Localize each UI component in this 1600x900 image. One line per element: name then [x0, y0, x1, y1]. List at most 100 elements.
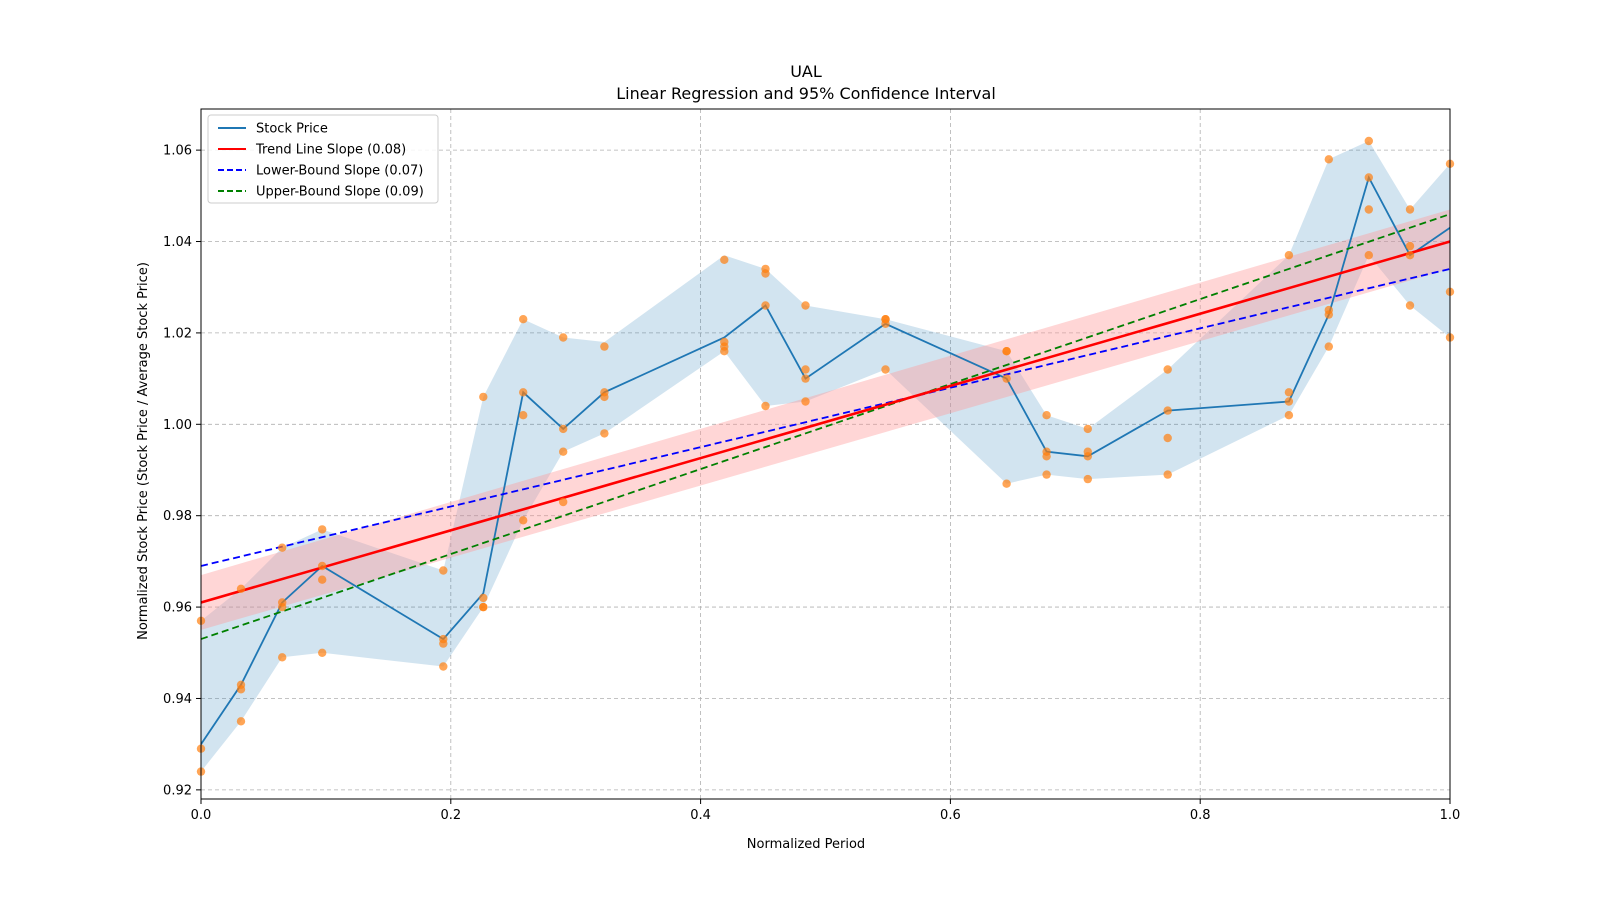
- scatter-point: [278, 602, 287, 612]
- scatter-point: [1163, 365, 1172, 374]
- stock-price-band: [201, 141, 1450, 772]
- scatter-point: [439, 566, 448, 575]
- y-tick-label-5: 1.02: [163, 326, 192, 341]
- scatter-point: [1324, 155, 1334, 164]
- scatter-point: [1163, 470, 1172, 479]
- scatter-point: [236, 584, 246, 593]
- trend-confidence-band: [201, 209, 1450, 630]
- legend-label-0: Stock Price: [256, 122, 328, 137]
- x-tick-label-1: 0.2: [440, 808, 461, 823]
- scatter-point: [519, 388, 528, 397]
- scatter-point: [881, 365, 890, 374]
- series-lines: [200, 175, 1451, 745]
- scatter-point: [479, 392, 488, 402]
- y-tick-label-7: 1.06: [163, 144, 192, 159]
- legend-label-3: Upper-Bound Slope (0.09): [256, 185, 424, 200]
- scatter-point: [1364, 251, 1374, 260]
- x-tick-label-3: 0.6: [940, 808, 961, 823]
- lower-bound-line: [200, 268, 1451, 567]
- scatter-point: [1364, 205, 1374, 214]
- scatter-point: [761, 269, 770, 278]
- scatter-point: [559, 333, 568, 342]
- y-axis-label: Normalized Stock Price (Stock Price / Av…: [136, 262, 151, 640]
- scatter-point: [1002, 479, 1011, 488]
- scatter-point: [1324, 310, 1334, 319]
- scatter-point: [801, 365, 810, 374]
- scatter-point: [1163, 406, 1172, 415]
- scatter-point: [236, 717, 246, 726]
- scatter-point: [1324, 342, 1334, 351]
- plot-frame: [200, 108, 1451, 800]
- y-tick-label-0: 0.92: [163, 783, 192, 798]
- scatter-point: [318, 648, 327, 657]
- scatter-point: [439, 639, 448, 648]
- x-tick-label-0: 0.0: [191, 808, 212, 823]
- scatter-point: [318, 575, 327, 584]
- scatter-point: [1083, 474, 1093, 484]
- scatter-point: [1405, 241, 1415, 251]
- trend-line: [200, 240, 1451, 604]
- scatter-point: [559, 424, 568, 434]
- scatter-point: [720, 347, 729, 356]
- scatter-point: [1002, 347, 1011, 356]
- chart-title: UAL: [790, 62, 822, 81]
- scatter-point: [600, 342, 609, 351]
- scatter-point: [761, 401, 770, 411]
- scatter-point: [881, 319, 890, 328]
- scatter-point: [1284, 397, 1294, 406]
- scatter-point: [278, 543, 287, 552]
- scatter-point: [1284, 411, 1294, 420]
- y-tick-label-4: 1.00: [163, 418, 192, 433]
- scatter-point: [1405, 251, 1415, 260]
- scatter-point: [439, 662, 448, 671]
- scatter-point: [1284, 388, 1294, 397]
- y-tick-label-6: 1.04: [163, 235, 192, 250]
- scatter-point: [318, 525, 327, 534]
- scatter-point: [559, 497, 568, 507]
- x-tick-label-4: 0.8: [1190, 808, 1211, 823]
- scatter-point: [519, 315, 528, 324]
- scatter-point: [1083, 452, 1093, 461]
- scatter-point: [236, 685, 246, 694]
- scatter-point: [761, 301, 770, 310]
- legend: Stock Price Trend Line Slope (0.08) Lower-…: [207, 114, 439, 204]
- scatter-point: [1083, 424, 1093, 434]
- chart-subtitle: Linear Regression and 95% Confidence Int…: [616, 84, 996, 103]
- scatter-point: [600, 392, 609, 402]
- scatter-point: [479, 593, 488, 603]
- scatter-point: [1163, 433, 1172, 443]
- scatter-point: [519, 411, 528, 420]
- stock-price-line: [200, 175, 1451, 745]
- scatter-point: [1405, 301, 1415, 310]
- scatter-point: [559, 447, 568, 456]
- scatter-point: [600, 429, 609, 438]
- legend-label-2: Lower-Bound Slope (0.07): [256, 164, 423, 179]
- grid: [200, 109, 1451, 799]
- scatter-point: [479, 602, 488, 612]
- scatter-point: [278, 653, 287, 662]
- x-tick-label-2: 0.4: [690, 808, 711, 823]
- scatter-point: [720, 255, 729, 264]
- confidence-bands: [201, 141, 1450, 772]
- legend-box: [207, 114, 439, 204]
- scatter-point: [1405, 205, 1415, 214]
- y-tick-label-2: 0.96: [163, 601, 192, 616]
- scatter-point: [1042, 470, 1051, 479]
- scatter-point: [801, 301, 810, 310]
- y-tick-label-1: 0.94: [163, 692, 192, 707]
- x-tick-label-5: 1.0: [1440, 808, 1461, 823]
- scatter-point: [801, 374, 810, 383]
- y-tick-label-3: 0.98: [163, 509, 192, 524]
- scatter-point: [1042, 452, 1051, 461]
- scatter-points: [196, 136, 1455, 776]
- scatter-point: [1002, 374, 1011, 383]
- legend-label-1: Trend Line Slope (0.08): [255, 143, 406, 158]
- scatter-point: [1364, 136, 1374, 146]
- x-axis-label: Normalized Period: [747, 837, 865, 852]
- scatter-point: [1284, 251, 1294, 260]
- scatter-point: [1364, 173, 1374, 182]
- scatter-point: [519, 516, 528, 525]
- scatter-point: [318, 561, 327, 571]
- axis-ticks: 0.0 0.2 0.4 0.6 0.8 1.0 0.92 0.94 0.96 0.98 1.00 1.…: [163, 144, 1460, 823]
